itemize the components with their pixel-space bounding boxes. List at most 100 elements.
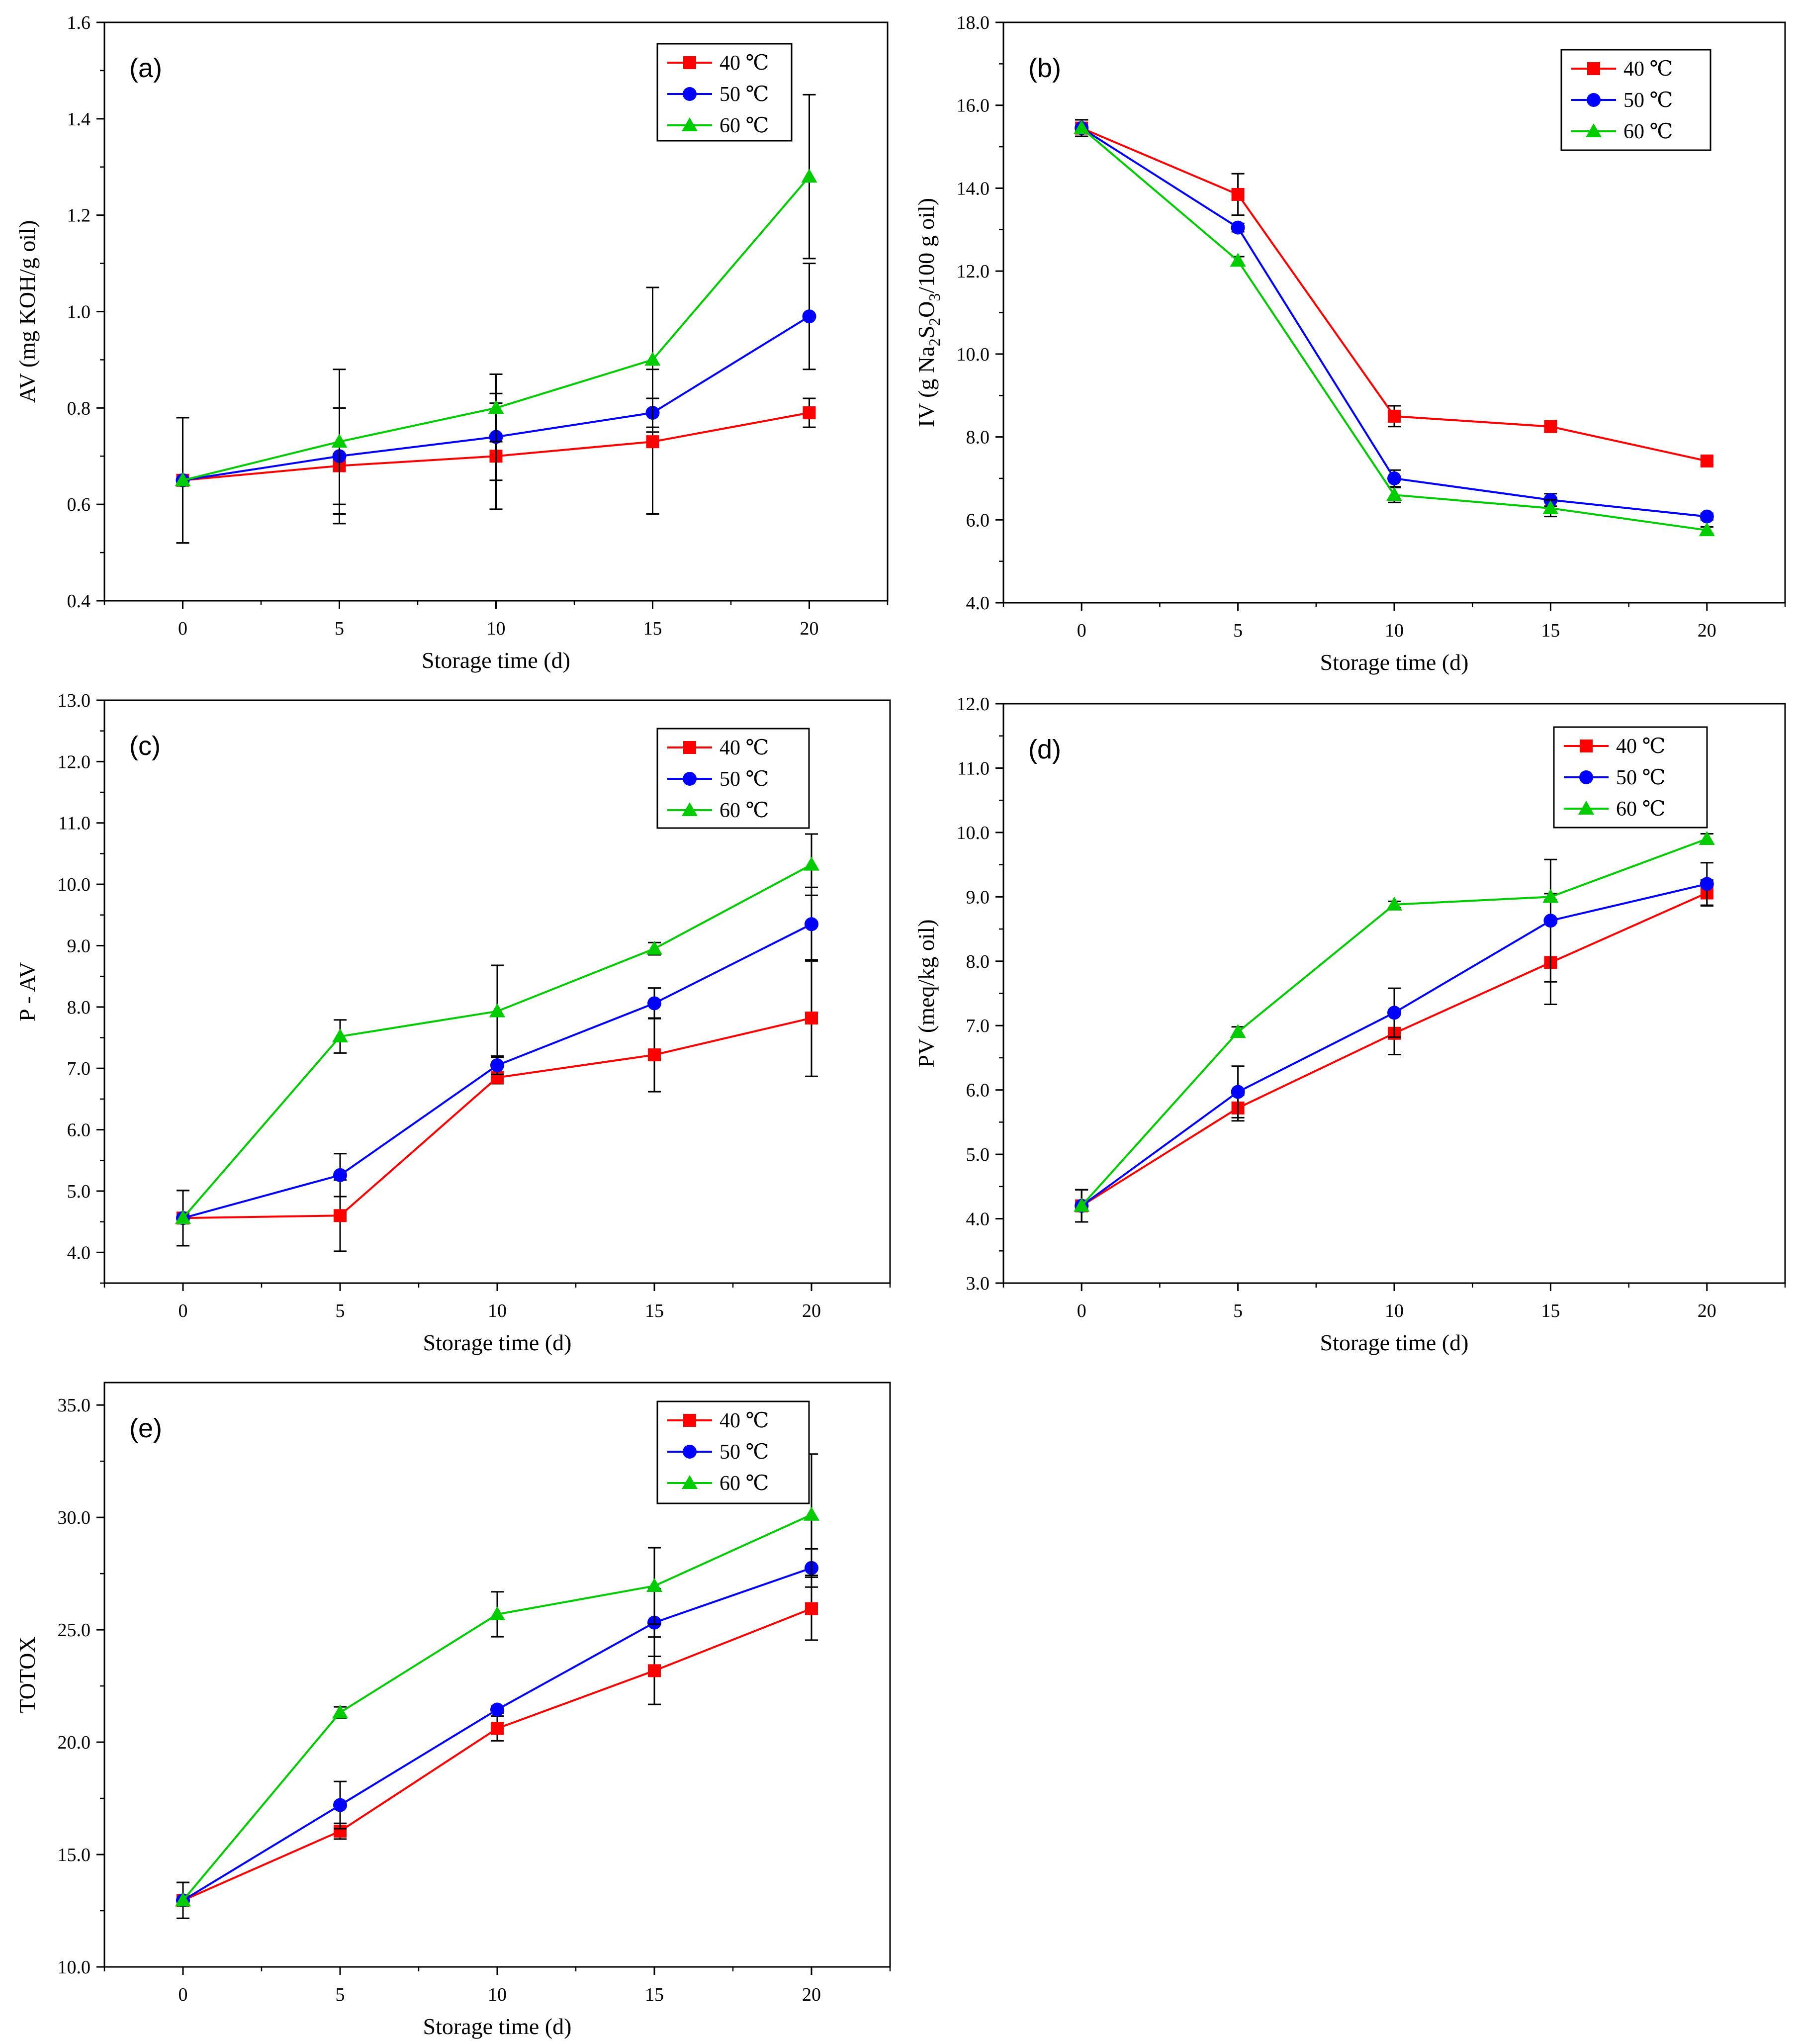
label-part: /100 g oil) — [913, 198, 939, 293]
y-axis-label: P - AV — [14, 962, 40, 1022]
legend-entry: 60 ℃ — [1623, 120, 1673, 143]
legend-entry: 40 ℃ — [1616, 735, 1665, 758]
x-tick-label: 5 — [336, 1301, 345, 1321]
y-tick-label: 15.0 — [58, 1845, 91, 1865]
y-tick-label: 10.0 — [957, 823, 990, 843]
y-tick-label: 0.8 — [67, 398, 91, 419]
y-axis-label: AV (mg KOH/g oil) — [14, 220, 40, 403]
legend-marker — [1579, 770, 1593, 784]
data-point — [490, 1058, 504, 1073]
y-tick-label: 8.0 — [966, 951, 990, 972]
data-point — [644, 352, 661, 366]
data-point — [1700, 509, 1714, 524]
panel-label: (c) — [129, 731, 161, 761]
label-part: O — [913, 301, 939, 318]
data-point — [647, 996, 661, 1011]
y-tick-label: 6.0 — [966, 1080, 990, 1101]
x-tick-label: 5 — [336, 1984, 345, 2005]
data-point — [1542, 889, 1559, 903]
data-point — [646, 940, 662, 955]
x-tick-label: 0 — [179, 1301, 188, 1321]
y-tick-label: 3.0 — [966, 1273, 990, 1294]
data-point — [489, 1003, 505, 1018]
data-point — [805, 1602, 818, 1615]
legend-marker — [683, 1445, 697, 1459]
legend: 40 ℃ 50 ℃ 60 ℃ — [656, 43, 793, 142]
x-tick-label: 20 — [802, 1301, 821, 1321]
y-axis-label: PV (meq/kg oil) — [913, 919, 939, 1067]
data-point — [1231, 220, 1245, 235]
legend: 40 ℃ 50 ℃ 60 ℃ — [1553, 726, 1708, 829]
y-tick-label: 1.2 — [67, 205, 91, 226]
data-point — [646, 1578, 662, 1592]
data-point — [804, 1506, 819, 1521]
legend: 40 ℃ 50 ℃ 60 ℃ — [656, 1400, 810, 1504]
legend-marker — [1578, 801, 1594, 815]
data-point — [332, 1028, 348, 1043]
data-point — [1231, 1085, 1245, 1099]
legend-marker — [1580, 740, 1593, 752]
y-tick-label: 0.4 — [67, 591, 91, 612]
x-tick-label: 15 — [1541, 1301, 1560, 1321]
y-tick-label: 6.0 — [67, 1120, 91, 1141]
legend-entry: 40 ℃ — [720, 1409, 769, 1432]
x-axis-label: Storage time (d) — [423, 2014, 572, 2039]
data-point — [331, 434, 348, 448]
y-tick-label: 7.0 — [67, 1058, 91, 1079]
legend-entry: 60 ℃ — [1616, 798, 1665, 821]
series-1 — [1075, 119, 1713, 467]
series-3 — [1074, 119, 1715, 537]
y-tick-label: 18.0 — [957, 12, 990, 33]
y-tick-label: 12.0 — [957, 694, 990, 715]
legend-entry: 40 ℃ — [1623, 58, 1673, 81]
series-line — [1081, 127, 1708, 518]
data-point — [1544, 420, 1557, 433]
x-tick-label: 10 — [1385, 620, 1404, 641]
x-tick-label: 0 — [1077, 620, 1086, 641]
data-point — [489, 1606, 505, 1620]
y-axis-label: TOTOX — [14, 1636, 40, 1713]
panel-label: (d) — [1028, 735, 1061, 764]
data-point — [646, 435, 659, 449]
series-2 — [176, 886, 818, 1247]
y-tick-label: 10.0 — [58, 874, 91, 895]
y-tick-label: 10.0 — [957, 344, 990, 365]
data-point — [1074, 120, 1090, 134]
y-tick-label: 12.0 — [58, 751, 91, 772]
y-tick-label: 4.0 — [966, 593, 990, 614]
legend-marker — [1586, 123, 1602, 137]
subscript: 3 — [925, 293, 943, 301]
data-point — [648, 1048, 661, 1062]
panel-label: (b) — [1028, 53, 1061, 83]
x-tick-label: 15 — [645, 1984, 664, 2005]
data-point — [1699, 522, 1715, 537]
legend-entry: 60 ℃ — [720, 1472, 769, 1495]
data-point — [175, 1892, 191, 1907]
x-tick-label: 5 — [1233, 1301, 1243, 1321]
series-1 — [1075, 879, 1713, 1223]
x-tick-label: 0 — [179, 1984, 188, 2005]
legend-marker — [683, 741, 696, 754]
legend-marker — [682, 117, 698, 131]
x-tick-label: 15 — [643, 618, 662, 639]
y-tick-label: 4.0 — [67, 1242, 91, 1263]
x-tick-label: 15 — [645, 1301, 664, 1321]
y-tick-label: 1.4 — [67, 109, 91, 130]
data-point — [1230, 253, 1246, 267]
x-tick-label: 0 — [178, 618, 187, 639]
data-point — [803, 406, 816, 420]
series-3 — [175, 833, 819, 1247]
panel-d: 0 5 10 15 20 3.0 4.0 5.0 6.0 7.0 8.0 9.0 10.0 11.0 12.… — [913, 694, 1786, 1355]
panel-e: 0 5 10 15 20 10.0 15.0 20.0 25.0 30.0 35.0 Storage … — [14, 1382, 891, 2039]
y-tick-label: 11.0 — [957, 758, 990, 779]
label-part: S — [913, 326, 939, 339]
y-tick-label: 9.0 — [966, 887, 990, 908]
panel-a: 0 5 10 15 20 0.4 0.6 0.8 1.0 1.2 1.4 1.6 Storage tim… — [14, 12, 889, 673]
legend-entry: 60 ℃ — [720, 799, 769, 822]
legend-entry: 50 ℃ — [720, 768, 769, 791]
x-axis-label: Storage time (d) — [422, 648, 570, 673]
x-tick-label: 10 — [488, 1984, 507, 2005]
legend-marker — [682, 802, 698, 816]
y-tick-label: 8.0 — [67, 997, 91, 1018]
y-tick-label: 0.6 — [67, 494, 91, 515]
